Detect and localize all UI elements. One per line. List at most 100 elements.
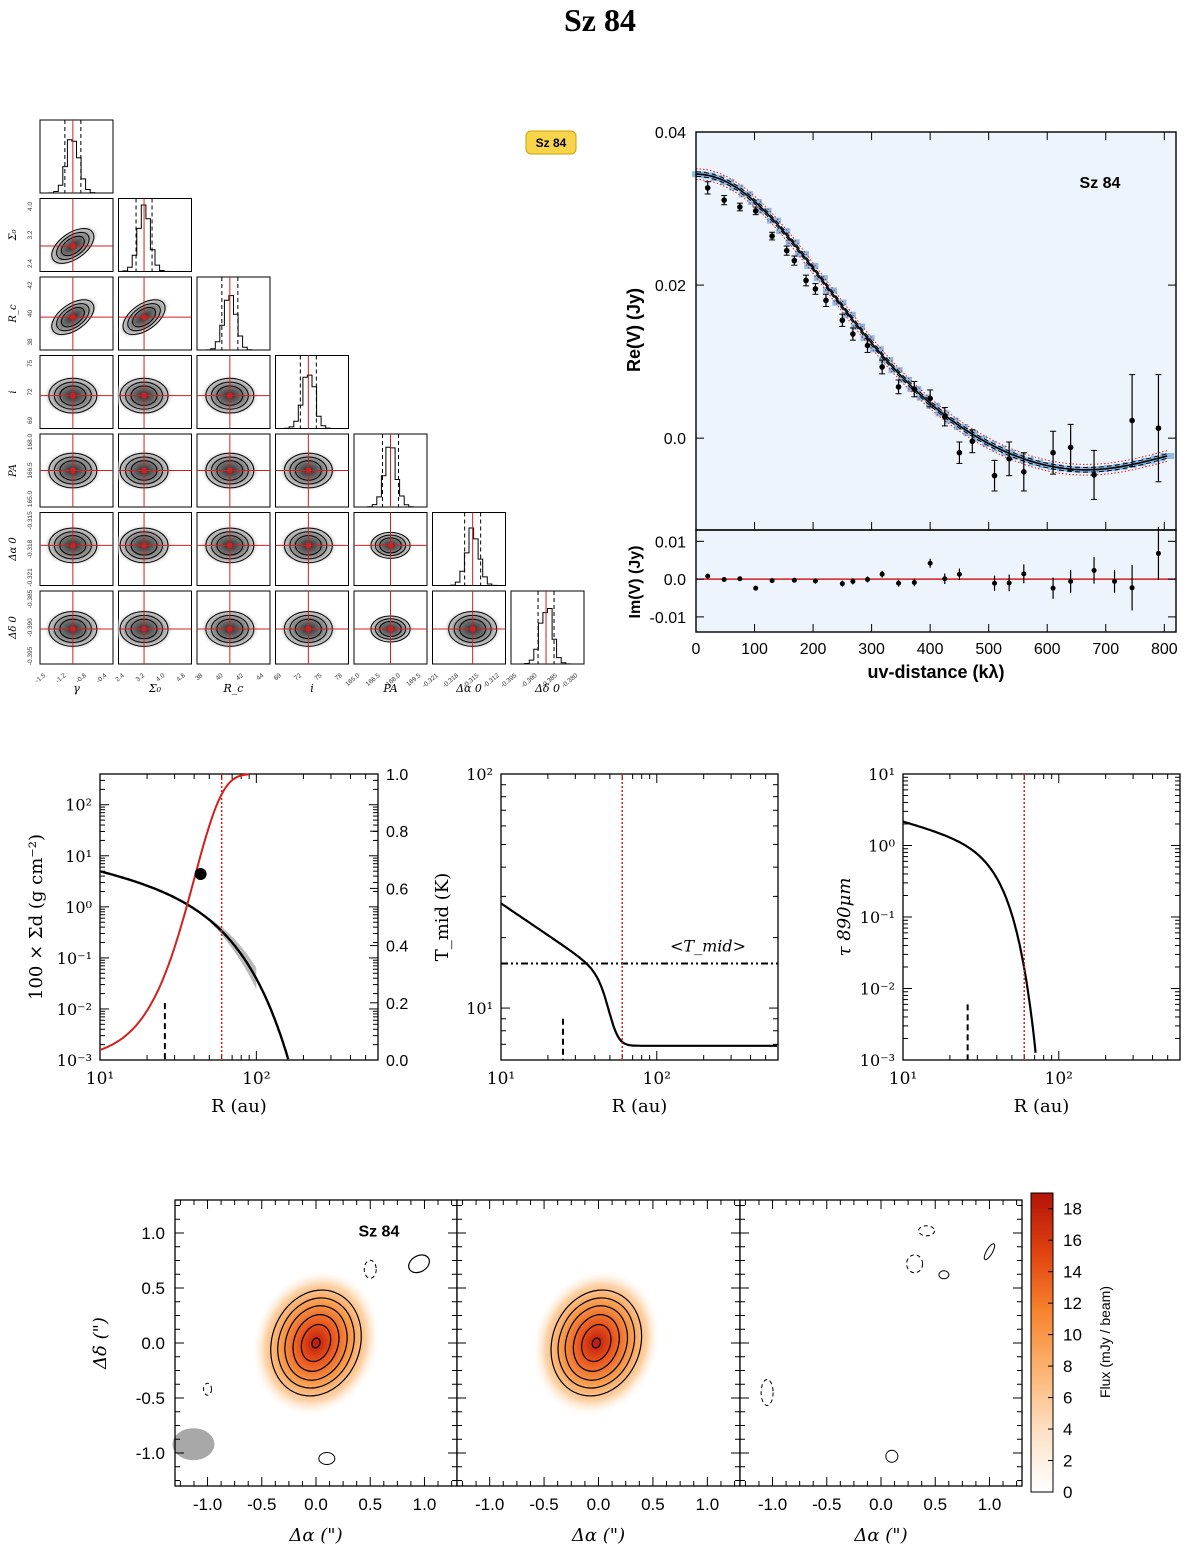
corner-best-fit-marker: [141, 314, 147, 320]
vis-y-axis-label-real: Re(V) (Jy): [624, 288, 644, 372]
corner-x-axis-label: R_c: [223, 682, 244, 695]
vis-real-point: [1021, 469, 1027, 475]
colorbar-tick-label: 0: [1063, 1483, 1072, 1502]
image-x-axis-label: Δα ("): [571, 1525, 625, 1546]
vis-real-point: [783, 247, 790, 254]
image-y-tick-label: -0.5: [136, 1389, 165, 1408]
corner-y-tick-label: -0.385: [27, 589, 34, 608]
colorbar-tick-label: 2: [1063, 1452, 1072, 1471]
corner-y-tick-label: 4.0: [27, 202, 34, 211]
corner-best-fit-marker: [305, 468, 311, 473]
colorbar-tick-label: 16: [1063, 1231, 1082, 1250]
surface-density-plot: 10⁻³ 10⁻² 10⁻¹ 10⁰ 10¹ 10² 0.0 0.2 0.4 0.6 0.8 1.0 1…: [26, 767, 408, 1117]
corner-best-fit-marker: [70, 468, 76, 473]
image-x-tick-label: -1.0: [475, 1495, 504, 1514]
vis-x-tick-label: 700: [1092, 641, 1119, 658]
corner-x-axis-label: Δα 0: [455, 682, 482, 695]
vis-x-tick-label: 300: [858, 641, 885, 658]
sigma-characteristic-radius-marker: [194, 867, 207, 880]
colorbar-label: Flux (mJy / beam): [1097, 1286, 1113, 1398]
image-x-tick-label: -1.0: [193, 1495, 222, 1514]
vis-real-point: [850, 331, 856, 337]
vis-real-point: [812, 286, 819, 292]
image-noise-contour: [983, 1243, 996, 1261]
vis-y-tick-label: 0.0: [664, 572, 686, 589]
corner-x-axis-label: PA: [382, 682, 397, 695]
corner-panel: [510, 590, 585, 665]
sigma-y-tick-label: 10⁰: [65, 898, 92, 917]
image-x-tick-label: 0.0: [304, 1495, 328, 1514]
corner-y-tick-label: 42: [27, 281, 34, 289]
corner-y-tick-label: -0.315: [27, 511, 34, 530]
corner-y-tick-label: -0.318: [27, 539, 34, 558]
corner-contour: [60, 235, 85, 257]
optical-depth-plot: 10⁻³ 10⁻² 10⁻¹ 10⁰ 10¹ 10¹ 10² R (au) τ 890μm: [834, 765, 1181, 1117]
corner-best-fit-marker: [227, 542, 233, 548]
vis-x-tick-label: 500: [975, 641, 1002, 658]
vis-real-point: [956, 449, 963, 456]
corner-contour: [51, 299, 95, 336]
corner-best-fit-marker: [227, 393, 233, 399]
sigma-x-axis-label: R (au): [211, 1096, 267, 1117]
colorbar-tick-label: 10: [1063, 1326, 1082, 1345]
vis-real-point: [1006, 456, 1012, 462]
vis-real-point: [704, 185, 711, 191]
corner-best-fit-marker: [70, 314, 76, 320]
image-x-tick-label: 1.0: [696, 1495, 720, 1514]
vis-real-point: [823, 297, 829, 304]
vis-y-tick-label: 0.04: [655, 125, 686, 142]
corner-x-axis-label: Σ₀: [148, 682, 162, 695]
temp-x-tick-label: 10¹: [487, 1069, 515, 1089]
vis-y-tick-label: 0.01: [655, 534, 686, 551]
image-emission: [252, 1270, 380, 1416]
corner-best-fit-marker: [470, 626, 476, 632]
vis-real-point: [721, 197, 727, 203]
vis-real-point: [911, 386, 918, 392]
temp-y-tick-label: 10¹: [466, 999, 493, 1018]
corner-x-tick-label: 44: [255, 672, 265, 682]
corner-histogram: [511, 608, 584, 665]
vis-imag-point: [1068, 578, 1074, 584]
corner-x-axis-label: Δδ 0: [534, 682, 560, 695]
image-contour: [591, 1337, 602, 1349]
temp-frame: [500, 773, 779, 1061]
vis-imag-point: [753, 585, 759, 591]
vis-real-point: [791, 257, 798, 264]
temp-x-tick-label: 10²: [643, 1069, 671, 1089]
vis-y-tick-label: 0.0: [664, 431, 686, 448]
corner-x-axis-label: i: [310, 682, 314, 695]
image-noise-contour: [885, 1449, 899, 1463]
sigma-y-tick-label: 10⁻¹: [57, 949, 92, 968]
tau-frame: [902, 773, 1181, 1061]
vis-imag-point: [1112, 578, 1118, 584]
colorbar-tick-label: 6: [1063, 1389, 1072, 1408]
page-title: Sz 84: [564, 2, 636, 38]
corner-y-tick-label: -0.321: [27, 568, 34, 587]
corner-x-tick-label: -0.4: [95, 672, 108, 685]
tau-profile-curve: [902, 820, 1037, 1053]
corner-x-tick-label: 40: [215, 672, 225, 682]
vis-imag-point: [1155, 550, 1161, 556]
corner-x-tick-label: -0.380: [561, 672, 580, 689]
image-noise-contour: [938, 1270, 950, 1280]
vis-x-tick-label: 100: [741, 641, 768, 658]
image-x-tick-label: 1.0: [978, 1495, 1002, 1514]
sigma-y-tick-label: 10¹: [65, 847, 92, 866]
corner-best-fit-marker: [70, 243, 76, 249]
corner-best-fit-marker: [141, 468, 147, 473]
vis-imag-point: [992, 580, 998, 586]
corner-y-axis-label: PA: [8, 464, 19, 478]
image-contour: [311, 1337, 321, 1349]
temp-profile-curve: [500, 902, 777, 1047]
vis-imag-point: [721, 576, 727, 582]
vis-x-tick-label: 600: [1034, 641, 1061, 658]
image-noise-contour: [408, 1254, 430, 1274]
corner-y-axis-label: Δα 0: [8, 537, 19, 562]
corner-y-tick-label: 165.0: [27, 490, 34, 507]
sigma-y-tick-label: 10⁻²: [57, 1000, 92, 1019]
vis-x-tick-label: 0: [692, 641, 701, 658]
corner-best-fit-marker: [70, 542, 76, 548]
corner-contour: [51, 228, 95, 264]
sigma-right-tick-label: 0.0: [386, 1053, 408, 1070]
